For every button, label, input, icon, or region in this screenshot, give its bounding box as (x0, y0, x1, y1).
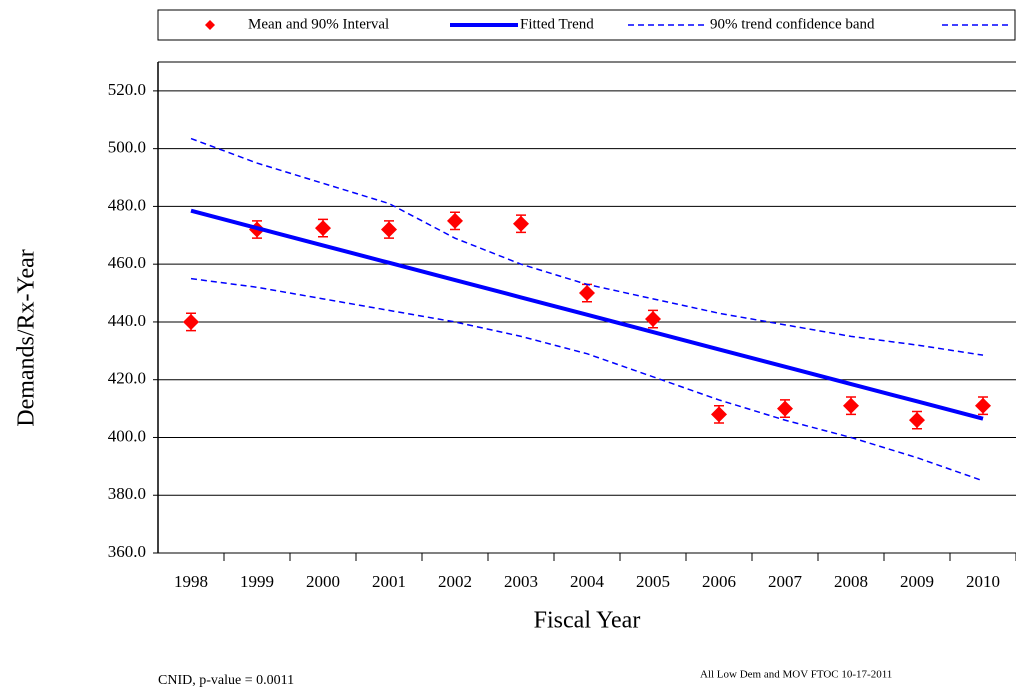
series-line (190, 277, 984, 482)
legend-marker (205, 20, 215, 30)
data-point (315, 220, 331, 237)
legend-label: Fitted Trend (520, 16, 594, 32)
legend-box (157, 9, 1016, 41)
y-tick-label: 520.0 (108, 80, 146, 99)
x-tick-label: 2006 (702, 572, 736, 591)
y-tick-label: 500.0 (108, 138, 146, 157)
data-point (183, 313, 199, 330)
y-tick-label: 440.0 (108, 311, 146, 330)
x-tick-label: 2004 (570, 572, 605, 591)
data-point (645, 311, 661, 328)
x-tick-label: 2001 (372, 572, 406, 591)
legend-label: Mean and 90% Interval (248, 16, 389, 32)
x-tick-label: 2005 (636, 572, 670, 591)
y-tick-label: 420.0 (108, 369, 146, 388)
data-point (975, 397, 991, 414)
x-tick-label: 2009 (900, 572, 934, 591)
y-tick-label: 380.0 (108, 484, 146, 503)
x-tick-label: 2000 (306, 572, 340, 591)
x-tick-label: 2008 (834, 572, 868, 591)
x-tick-label: 2003 (504, 572, 538, 591)
data-point (843, 397, 859, 414)
x-tick-label: 2002 (438, 572, 472, 591)
footnote: All Low Dem and MOV FTOC 10-17-2011 (700, 669, 892, 681)
x-tick-label: 1998 (174, 572, 208, 591)
data-point (381, 221, 397, 238)
data-point (711, 406, 727, 423)
x-tick-label: 1999 (240, 572, 274, 591)
data-point (909, 412, 925, 429)
y-tick-label: 480.0 (108, 195, 146, 214)
x-axis-title: Fiscal Year (534, 608, 641, 634)
footnote: CNID, p-value = 0.0011 (158, 673, 294, 688)
x-tick-label: 2007 (768, 572, 803, 591)
y-axis-title: Demands/Rx-Year (14, 249, 40, 427)
data-point (447, 212, 463, 229)
series-line (190, 208, 984, 421)
data-point (513, 215, 529, 232)
series-line (190, 137, 984, 356)
x-tick-label: 2010 (966, 572, 1000, 591)
y-tick-label: 460.0 (108, 253, 146, 272)
y-tick-label: 360.0 (108, 542, 146, 561)
data-point (579, 285, 595, 302)
data-point (777, 400, 793, 417)
y-tick-label: 400.0 (108, 426, 146, 445)
legend-label: 90% trend confidence band (710, 16, 875, 32)
